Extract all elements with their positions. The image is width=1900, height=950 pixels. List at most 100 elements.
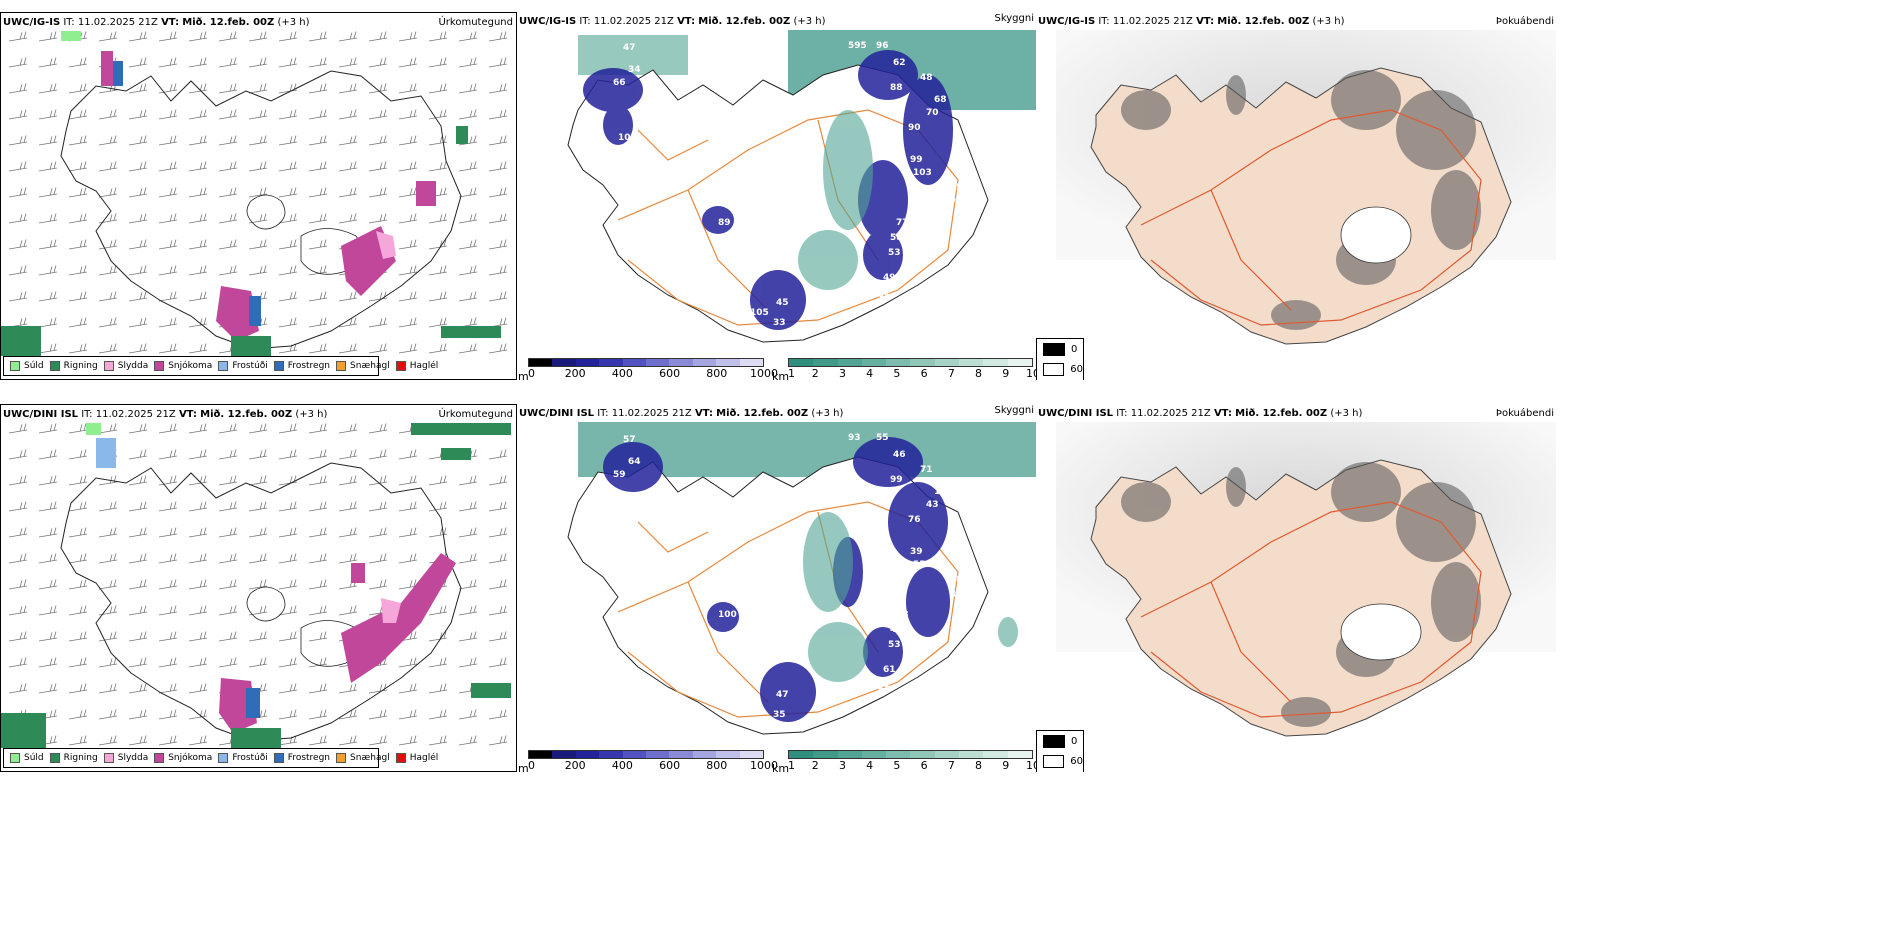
wind-barb (398, 57, 418, 68)
cloud-base-label: 73 (950, 198, 963, 208)
wind-barb (8, 57, 28, 68)
wind-barb (188, 709, 208, 720)
wind-barb (248, 657, 268, 668)
cloud-base-label: 93 (848, 433, 861, 443)
wind-barb (368, 109, 388, 120)
wind-barb (128, 475, 148, 486)
wind-barb (8, 579, 28, 590)
cloud-base-label: 52 (956, 183, 969, 193)
wind-barb (308, 527, 328, 538)
colorbar-step (861, 359, 887, 366)
legend-swatch (10, 361, 20, 371)
wind-barb (8, 161, 28, 172)
wind-barb (98, 265, 118, 276)
wind-barb (278, 475, 298, 486)
wind-barb (8, 239, 28, 250)
vis-title: Skyggni (994, 405, 1034, 416)
wind-barb (128, 343, 148, 354)
model-label: UWC/IG-IS (3, 17, 61, 28)
wind-barb (38, 83, 58, 94)
cloud-base-label: 76 (908, 515, 921, 525)
wind-barb (128, 57, 148, 68)
legend-item: Rigning (49, 361, 98, 371)
wind-barb (458, 83, 478, 94)
wind-barb (458, 657, 478, 668)
colorbar-step (910, 359, 935, 366)
colorbar-tick: 10 (1026, 367, 1036, 380)
wind-barb (368, 735, 388, 746)
wind-barb (38, 527, 58, 538)
wind-barb (68, 317, 88, 328)
wind-barb (128, 631, 148, 642)
legend-label: Haglél (409, 753, 439, 763)
wind-barb (158, 187, 178, 198)
wind-barb (398, 161, 418, 172)
wind-barb (458, 109, 478, 120)
wind-barb (218, 631, 238, 642)
wind-barb (38, 343, 58, 354)
colorbar-tick: 200 (564, 367, 586, 380)
legend-item: Slydda (103, 753, 149, 763)
wind-barb (158, 475, 178, 486)
wind-barb (188, 265, 208, 276)
legend-swatch (336, 361, 347, 371)
panel-header: UWC/DINI ISL IT: 11.02.2025 21Z VT: Mið.… (519, 408, 843, 419)
wind-barb (458, 187, 478, 198)
cloud-base-label: 35 (773, 710, 786, 720)
colorbar-step (813, 751, 838, 758)
panel-header: UWC/IG-IS IT: 11.02.2025 21Z VT: Mið. 12… (1038, 16, 1345, 27)
wind-barb (8, 213, 28, 224)
cloud-base-label: 99 (890, 475, 903, 485)
wind-barb (398, 31, 418, 42)
fog-map (1056, 30, 1556, 345)
colorbar-ticks: 1 2 3 4 5 6 7 8 9 10 (788, 367, 1036, 380)
wind-barb (98, 657, 118, 668)
wind-barb (428, 709, 448, 720)
wind-barb (218, 213, 238, 224)
wind-barb (218, 187, 238, 198)
legend-swatch (103, 753, 114, 763)
wind-barb (488, 135, 508, 146)
wind-barb (158, 291, 178, 302)
wind-barb (488, 291, 508, 302)
cloud-base-label: 53 (888, 248, 901, 258)
wind-barb (248, 527, 268, 538)
wind-barb (38, 423, 58, 434)
visibility-colorbar: 1 2 3 4 5 6 7 8 9 10 km (772, 750, 1036, 772)
legend-item: Snjókoma (154, 361, 212, 371)
wind-barb (8, 135, 28, 146)
cloud-base-label: 65 (878, 685, 891, 695)
wind-barb (338, 187, 358, 198)
cloud-base-label: 89 (718, 218, 731, 228)
wind-barb (218, 657, 238, 668)
legend-label: Frostúði (232, 753, 268, 763)
wind-barb (488, 109, 508, 120)
it-value: 11.02.2025 21Z (611, 408, 692, 419)
legend-label: Slydda (117, 753, 149, 763)
legend-label: Haglél (409, 361, 439, 371)
panel-header: UWC/IG-IS IT: 11.02.2025 21Z VT: Mið. 12… (3, 17, 310, 28)
wind-barb (458, 631, 478, 642)
wind-barb (248, 135, 268, 146)
wind-barb (308, 735, 328, 746)
legend-label: Snæhagl (350, 753, 390, 763)
wind-barb (488, 239, 508, 250)
wind-barb (368, 161, 388, 172)
vt-value: Mið. 12.feb. 00Z (200, 409, 293, 420)
cloud-base-label: 99 (910, 155, 923, 165)
colorbar-step (529, 359, 553, 366)
wind-barb (308, 213, 328, 224)
lead-time: (+3 h) (277, 17, 310, 28)
legend-swatch (10, 753, 20, 763)
wind-barb (278, 135, 298, 146)
wind-barb (68, 657, 88, 668)
wind-barb (8, 423, 28, 434)
visibility-fields (798, 110, 873, 290)
it-label: IT: (579, 16, 591, 27)
colorbar-step (552, 751, 576, 758)
colorbar-unit: m (518, 762, 529, 772)
model-label: UWC/IG-IS (519, 16, 577, 27)
wind-barb (38, 109, 58, 120)
colorbar-tick: 4 (866, 367, 874, 380)
